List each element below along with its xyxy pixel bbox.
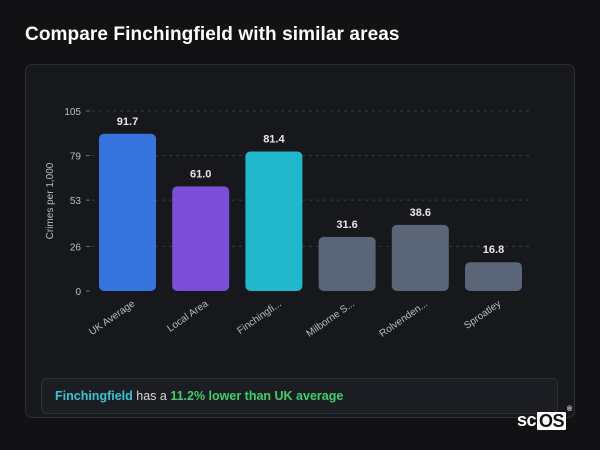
y-tick-label: 26 — [70, 242, 82, 253]
x-tick-label: Milborne S... — [305, 298, 357, 339]
summary-highlight: 11.2% lower than UK average — [170, 389, 344, 403]
bar-value-label: 38.6 — [410, 207, 431, 219]
x-tick-label: Local Area — [165, 298, 210, 334]
y-axis-label: Crimes per 1,000 — [45, 162, 56, 239]
summary-area-name: Finchingfield — [55, 389, 133, 403]
x-tick-label: Finchingfi... — [235, 298, 283, 336]
bar — [99, 133, 156, 291]
bar — [318, 236, 376, 291]
summary-middle-text: has a — [132, 389, 171, 403]
logo-boxed-text: OS — [537, 410, 567, 431]
bar — [391, 224, 449, 291]
logo-prefix: sc — [517, 410, 537, 430]
page-title: Compare Finchingfield with similar areas — [25, 24, 400, 45]
bar — [172, 186, 230, 291]
bar-value-label: 81.4 — [263, 133, 285, 145]
y-tick-label: 79 — [70, 152, 82, 163]
bar-value-label: 31.6 — [336, 219, 357, 231]
y-tick-label: 105 — [64, 107, 81, 118]
registered-mark: ® — [567, 406, 572, 413]
x-tick-label: UK Average — [87, 298, 137, 338]
y-tick-label: 53 — [70, 196, 82, 207]
bar-value-label: 16.8 — [483, 244, 504, 256]
x-tick-label: Sproatley — [462, 298, 503, 331]
bar — [465, 262, 522, 291]
y-tick-label: 0 — [75, 287, 81, 298]
bar-value-label: 91.7 — [117, 116, 138, 128]
x-tick-label: Rolvenden... — [378, 298, 430, 339]
comparison-summary: Finchingfield has a 11.2% lower than UK … — [41, 378, 558, 414]
bar-value-label: 61.0 — [190, 168, 211, 180]
bar — [245, 151, 303, 291]
brand-logo: sc OS ® — [517, 406, 572, 431]
